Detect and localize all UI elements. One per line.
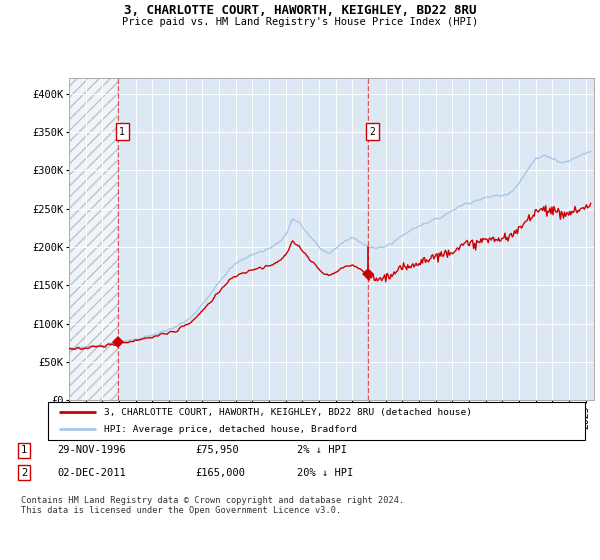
Text: Contains HM Land Registry data © Crown copyright and database right 2024.
This d: Contains HM Land Registry data © Crown c… — [21, 496, 404, 515]
Text: 2: 2 — [21, 468, 27, 478]
Text: 3, CHARLOTTE COURT, HAWORTH, KEIGHLEY, BD22 8RU (detached house): 3, CHARLOTTE COURT, HAWORTH, KEIGHLEY, B… — [104, 408, 472, 417]
Text: 3, CHARLOTTE COURT, HAWORTH, KEIGHLEY, BD22 8RU: 3, CHARLOTTE COURT, HAWORTH, KEIGHLEY, B… — [124, 4, 476, 17]
Text: Price paid vs. HM Land Registry's House Price Index (HPI): Price paid vs. HM Land Registry's House … — [122, 17, 478, 27]
FancyBboxPatch shape — [48, 402, 585, 440]
Text: HPI: Average price, detached house, Bradford: HPI: Average price, detached house, Brad… — [104, 425, 358, 434]
Text: 29-NOV-1996: 29-NOV-1996 — [57, 445, 126, 455]
Text: 1: 1 — [21, 445, 27, 455]
Text: £75,950: £75,950 — [195, 445, 239, 455]
Text: 1: 1 — [119, 127, 125, 137]
Text: 2: 2 — [370, 127, 375, 137]
Text: 20% ↓ HPI: 20% ↓ HPI — [297, 468, 353, 478]
Text: £165,000: £165,000 — [195, 468, 245, 478]
Text: 02-DEC-2011: 02-DEC-2011 — [57, 468, 126, 478]
Text: 2% ↓ HPI: 2% ↓ HPI — [297, 445, 347, 455]
Bar — [69, 78, 118, 400]
